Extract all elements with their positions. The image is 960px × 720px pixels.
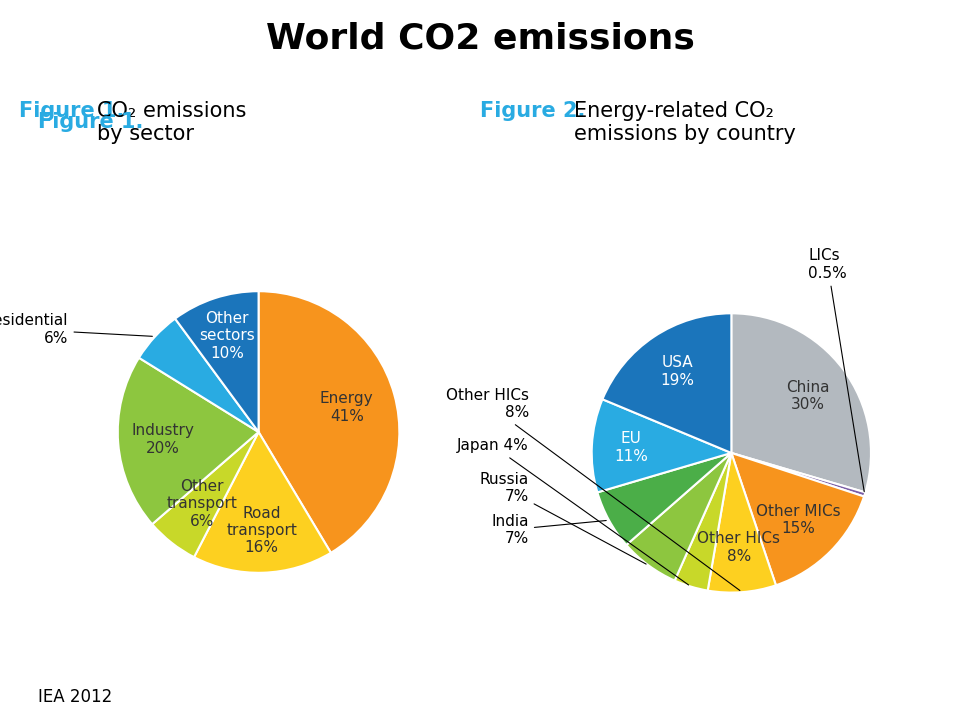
Text: Residential
6%: Residential 6% [0, 313, 153, 346]
Text: USA
19%: USA 19% [660, 356, 694, 388]
Text: Road
transport
16%: Road transport 16% [227, 505, 298, 555]
Wedge shape [139, 319, 258, 432]
Wedge shape [603, 313, 732, 453]
Wedge shape [626, 453, 732, 580]
Wedge shape [258, 291, 399, 553]
Text: Figure 1.  CO₂ emissions
by sector: Figure 1. CO₂ emissions by sector [38, 112, 291, 155]
Text: Figure 1.: Figure 1. [38, 112, 144, 132]
Text: World CO2 emissions: World CO2 emissions [266, 22, 694, 55]
Text: Figure 1.: Figure 1. [19, 101, 125, 121]
Text: Russia
7%: Russia 7% [480, 472, 646, 564]
Text: China
30%: China 30% [785, 380, 829, 413]
Text: Figure 2.: Figure 2. [480, 101, 586, 121]
Text: Industry
20%: Industry 20% [132, 423, 195, 456]
Wedge shape [175, 291, 258, 432]
Text: Other HICs
8%: Other HICs 8% [445, 388, 740, 590]
Text: Other
transport
6%: Other transport 6% [166, 479, 237, 528]
Wedge shape [194, 432, 331, 573]
Wedge shape [152, 432, 258, 557]
Wedge shape [708, 453, 776, 593]
Wedge shape [675, 453, 732, 590]
Wedge shape [732, 313, 871, 492]
Text: Other
sectors
10%: Other sectors 10% [199, 311, 254, 361]
Text: Japan 4%: Japan 4% [457, 438, 688, 585]
Wedge shape [732, 453, 865, 497]
Wedge shape [591, 400, 732, 492]
Wedge shape [118, 358, 258, 524]
Text: Energy-related CO₂
emissions by country: Energy-related CO₂ emissions by country [574, 101, 797, 144]
Text: IEA 2012: IEA 2012 [38, 688, 112, 706]
Text: LICs
0.5%: LICs 0.5% [808, 248, 864, 492]
Text: Other HICs
8%: Other HICs 8% [697, 531, 780, 564]
Text: Other MICs
15%: Other MICs 15% [756, 503, 841, 536]
Text: EU
11%: EU 11% [614, 431, 648, 464]
Text: CO₂ emissions
by sector: CO₂ emissions by sector [97, 101, 247, 144]
Wedge shape [732, 453, 864, 585]
Text: India
7%: India 7% [492, 513, 606, 546]
Wedge shape [597, 453, 732, 545]
Text: Energy
41%: Energy 41% [320, 392, 373, 424]
